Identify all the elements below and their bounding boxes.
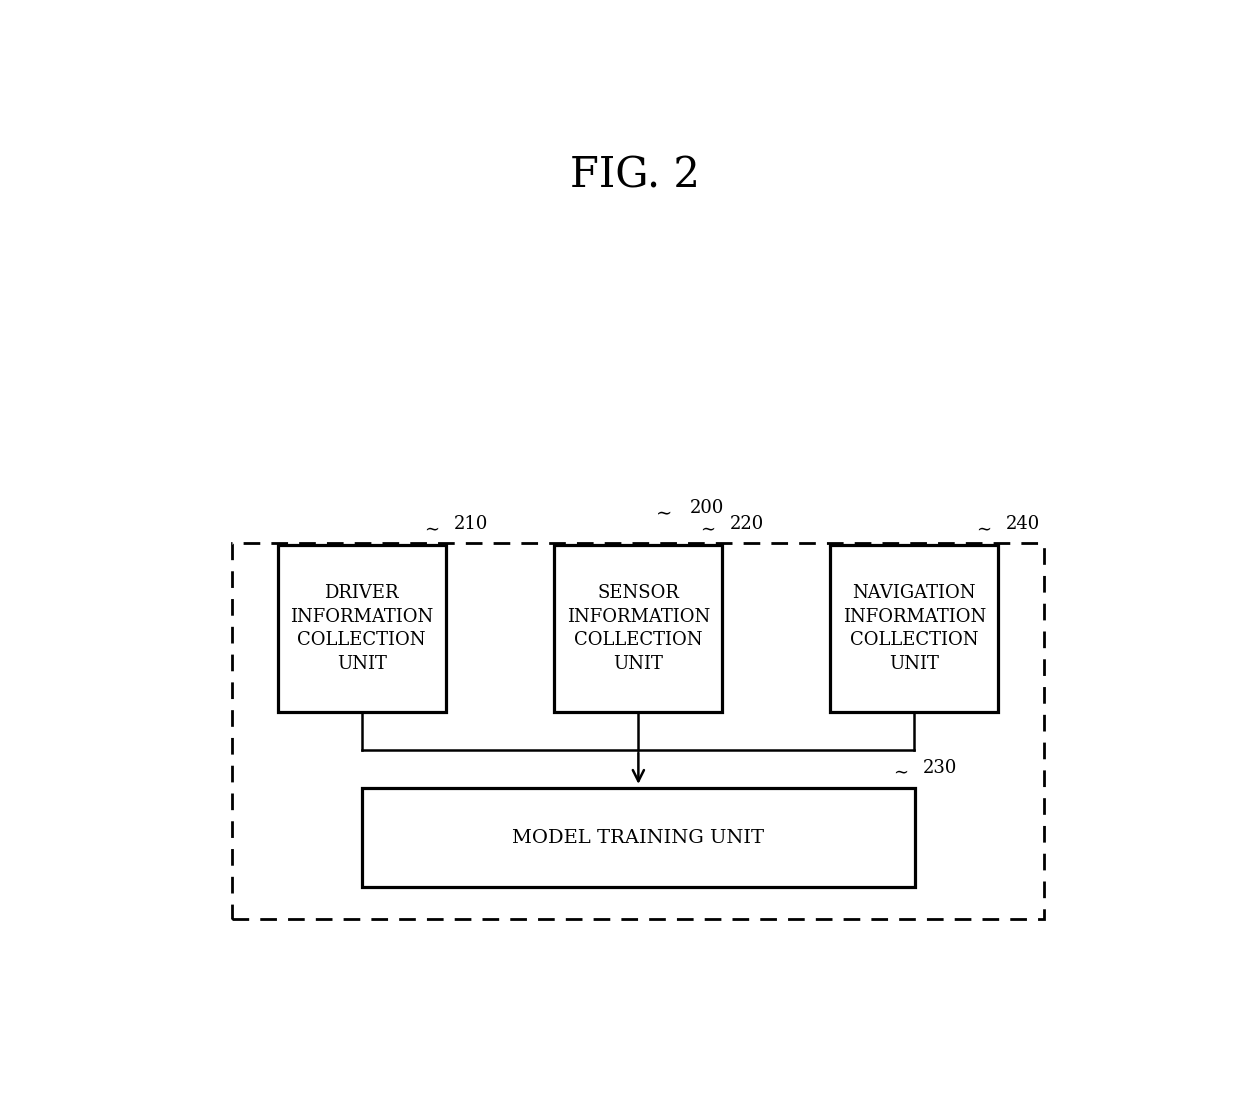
Text: ∼: ∼ (424, 520, 439, 538)
Text: 230: 230 (923, 759, 957, 776)
Text: 210: 210 (454, 516, 487, 533)
Bar (362, 788, 915, 887)
Text: ∼: ∼ (976, 520, 992, 538)
Text: 200: 200 (689, 499, 724, 517)
Text: SENSOR
INFORMATION
COLLECTION
UNIT: SENSOR INFORMATION COLLECTION UNIT (567, 584, 711, 673)
Text: FIG. 2: FIG. 2 (570, 154, 701, 196)
Text: DRIVER
INFORMATION
COLLECTION
UNIT: DRIVER INFORMATION COLLECTION UNIT (290, 584, 433, 673)
Bar (278, 546, 445, 712)
Text: MODEL TRAINING UNIT: MODEL TRAINING UNIT (512, 828, 764, 846)
Text: 220: 220 (730, 516, 764, 533)
Text: ∼: ∼ (656, 506, 672, 523)
Bar (830, 546, 998, 712)
Text: ∼: ∼ (701, 520, 715, 538)
Text: NAVIGATION
INFORMATION
COLLECTION
UNIT: NAVIGATION INFORMATION COLLECTION UNIT (842, 584, 986, 673)
Bar (554, 546, 723, 712)
Text: ∼: ∼ (893, 764, 908, 782)
Text: 240: 240 (1006, 516, 1040, 533)
Bar (232, 543, 1044, 918)
